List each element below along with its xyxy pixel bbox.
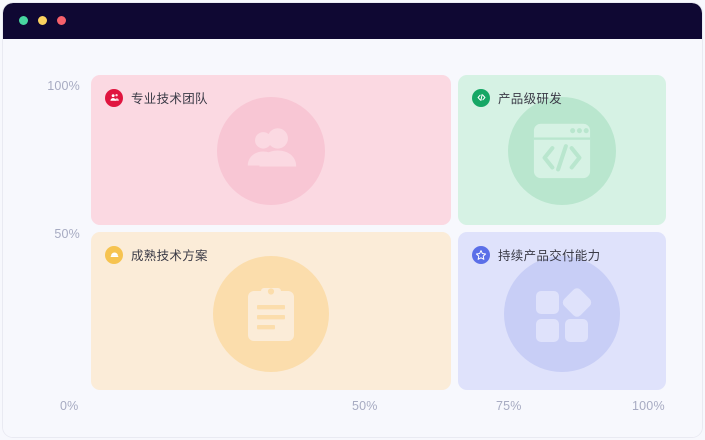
y-axis-tick-100: 100% [47,79,80,93]
heatmap-cells: 专业技术团队 [91,75,666,390]
app-window: 100% 50% 0% 50% 75% 100% [3,3,702,437]
cell-header: 成熟技术方案 [105,245,208,264]
dashboard-grid-icon [536,288,592,342]
cell-header: 持续产品交付能力 [472,245,600,264]
cell-label: 成熟技术方案 [131,249,208,263]
y-axis-tick-50: 50% [54,227,80,241]
team-badge-icon [105,88,123,107]
star-badge-glyph [475,249,487,260]
close-dot[interactable] [19,16,28,25]
code-badge-icon [472,88,490,107]
code-badge-glyph [477,94,485,101]
star-badge-icon [472,245,490,264]
team-badge-glyph [109,94,119,101]
x-axis-tick-0: 0% [60,399,79,413]
heatmap-cell-delivery[interactable]: 持续产品交付能力 [458,232,666,390]
heatmap-cell-team[interactable]: 专业技术团队 [91,75,451,225]
cell-label: 专业技术团队 [131,92,208,106]
clipboard-icon-circle [213,256,329,372]
heatmap-cell-rnd[interactable]: 产品级研发 [458,75,666,225]
code-window-icon-circle [508,97,616,205]
solution-badge-icon [105,245,123,264]
cell-label: 持续产品交付能力 [498,249,601,263]
x-axis-tick-75: 75% [496,399,522,413]
maximize-dot[interactable] [57,16,66,25]
clipboard-icon [248,288,294,341]
heatmap-chart: 100% 50% 0% 50% 75% 100% [3,39,702,437]
solution-badge-glyph [110,252,118,257]
x-axis-tick-50: 50% [352,399,378,413]
cell-header: 专业技术团队 [105,88,208,107]
cell-header: 产品级研发 [472,88,562,107]
users-icon-circle [217,97,325,205]
dashboard-grid-icon-circle [504,256,620,372]
code-window-icon [533,123,591,179]
heatmap-cell-solution[interactable]: 成熟技术方案 [91,232,451,390]
minimize-dot[interactable] [38,16,47,25]
x-axis-tick-100: 100% [632,399,665,413]
window-titlebar [3,3,702,39]
window-controls [19,16,66,25]
cell-label: 产品级研发 [498,92,563,106]
users-icon [247,128,297,167]
